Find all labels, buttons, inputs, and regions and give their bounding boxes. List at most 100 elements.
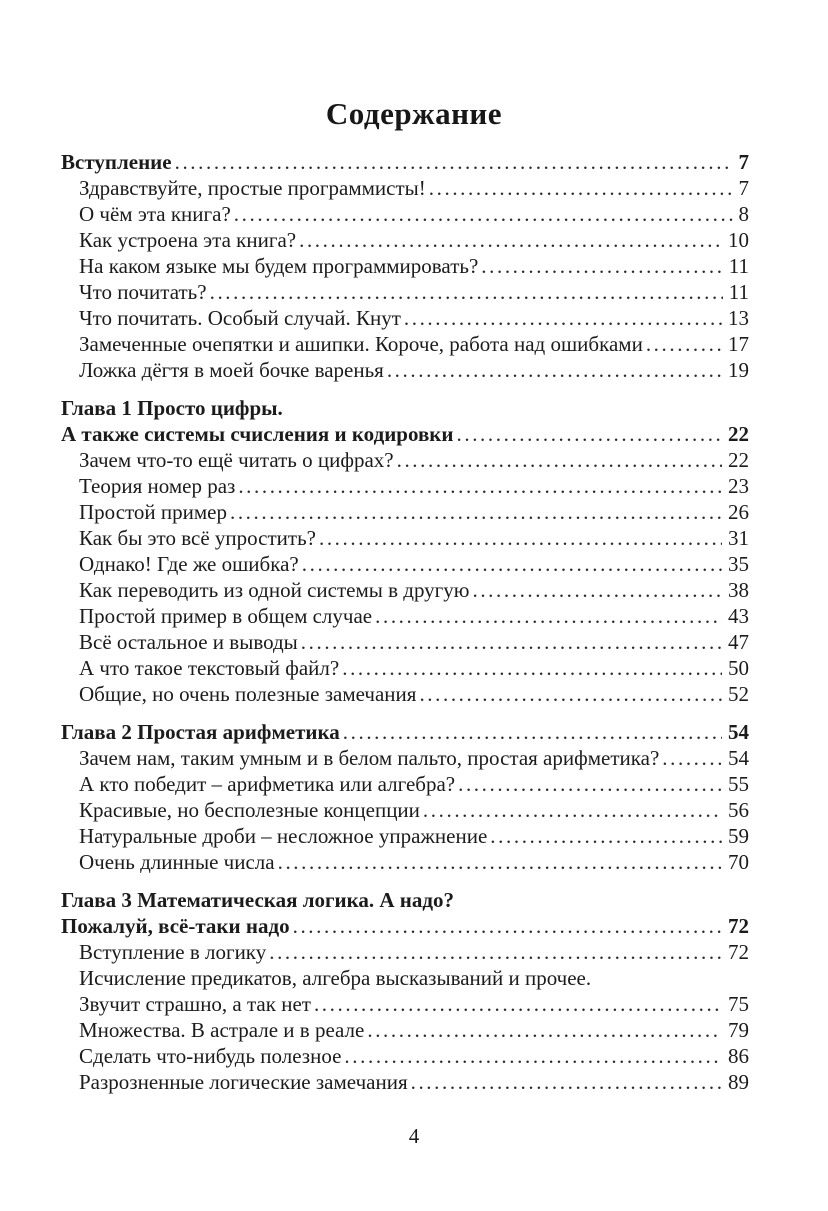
dot-leader <box>458 771 722 797</box>
toc-entry-label: Глава 1 Просто цифры. <box>61 396 283 420</box>
toc-entry-page: 38 <box>728 578 749 602</box>
toc-entry-page: 11 <box>728 254 749 278</box>
toc-entry-label: Зачем нам, таким умным и в белом пальто,… <box>79 746 660 770</box>
toc-entry: Как бы это всё упростить? 31 <box>61 525 749 551</box>
toc-entry: Зачем что-то ещё читать о цифрах? 22 <box>61 447 749 473</box>
toc-entry-label: Общие, но очень полезные замечания <box>79 682 417 706</box>
toc-entry-page: 54 <box>728 746 749 770</box>
dot-leader <box>472 577 722 603</box>
toc-section-intro: Вступление7Здравствуйте, простые програм… <box>61 149 749 383</box>
toc-entry: Разрозненные логические замечания 89 <box>61 1069 749 1095</box>
toc-entry-label: Замеченные очепятки и ашипки. Короче, ра… <box>79 332 643 356</box>
toc-entry: Глава 1 Просто цифры. <box>61 395 749 421</box>
toc-entry-label: Очень длинные числа <box>79 850 275 874</box>
toc-entry-page: 19 <box>728 358 749 382</box>
dot-leader <box>397 447 722 473</box>
toc-section-chapter-2: Глава 2 Простая арифметика 54 Зачем нам, т… <box>61 719 749 875</box>
toc-entry-label: Здравствуйте, простые программисты! <box>79 176 426 200</box>
toc-entry-label: О чём эта книга? <box>79 202 231 226</box>
toc-list: Вступление7Здравствуйте, простые програм… <box>0 149 828 1095</box>
toc-section-chapter-3: Глава 3 Математическая логика. А надо? По… <box>61 887 749 1095</box>
toc-entry-page: 7 <box>738 176 750 200</box>
toc-entry-label: Как бы это всё упростить? <box>79 526 316 550</box>
toc-entry: Простой пример в общем случае 43 <box>61 603 749 629</box>
toc-entry: Что почитать? 11 <box>61 279 749 305</box>
dot-leader <box>319 525 722 551</box>
toc-entry-label: Зачем что-то ещё читать о цифрах? <box>79 448 394 472</box>
toc-entry: Красивые, но бесполезные концепции 56 <box>61 797 749 823</box>
dot-leader <box>210 279 723 305</box>
toc-entry: А также системы счисления и кодировки 22 <box>61 421 749 447</box>
dot-leader <box>662 745 722 771</box>
dot-leader <box>490 823 722 849</box>
toc-entry: Вступление 7 <box>61 149 749 175</box>
toc-entry-label: Пожалуй, всё-таки надо <box>61 914 290 938</box>
toc-entry: А что такое текстовый файл? 50 <box>61 655 749 681</box>
toc-entry-page: 23 <box>728 474 749 498</box>
toc-entry: Вступление в логику 72 <box>61 939 749 965</box>
dot-leader <box>404 305 722 331</box>
dot-leader <box>175 149 733 175</box>
toc-entry: На каком языке мы будем программировать?… <box>61 253 749 279</box>
toc-entry-label: Как переводить из одной системы в другую <box>79 578 470 602</box>
toc-entry-label: Множества. В астрале и в реале <box>79 1018 365 1042</box>
toc-entry: Как устроена эта книга? 10 <box>61 227 749 253</box>
toc-entry-label: Ложка дёгтя в моей бочке варенья <box>79 358 384 382</box>
toc-entry-label: Звучит страшно, а так нет <box>79 992 311 1016</box>
toc-entry-page: 31 <box>728 526 749 550</box>
toc-entry-page: 35 <box>728 552 749 576</box>
dot-leader <box>646 331 722 357</box>
toc-entry-label: Простой пример в общем случае <box>79 604 373 628</box>
toc-entry-label: На каком языке мы будем программировать? <box>79 254 479 278</box>
toc-entry-label: Что почитать. Особый случай. Кнут <box>79 306 401 330</box>
toc-entry: Простой пример 26 <box>61 499 749 525</box>
toc-entry: Глава 2 Простая арифметика 54 <box>61 719 749 745</box>
toc-entry-page: 11 <box>728 280 749 304</box>
toc-entry-page: 55 <box>728 772 749 796</box>
toc-entry-page: 56 <box>728 798 749 822</box>
toc-entry-page: 72 <box>728 914 749 938</box>
toc-entry: Здравствуйте, простые программисты! 7 <box>61 175 749 201</box>
dot-leader <box>269 939 722 965</box>
dot-leader <box>387 357 722 383</box>
toc-entry: Натуральные дроби – несложное упражнение… <box>61 823 749 849</box>
toc-entry-label: Простой пример <box>79 500 227 524</box>
toc-entry: Однако! Где же ошибка? 35 <box>61 551 749 577</box>
toc-entry: Всё остальное и выводы 47 <box>61 629 749 655</box>
toc-entry-page: 7 <box>738 150 750 174</box>
toc-entry-label: Глава 2 Простая арифметика <box>61 720 340 744</box>
dot-leader <box>342 655 722 681</box>
dot-leader <box>367 1017 722 1043</box>
toc-entry-label: Разрозненные логические замечания <box>79 1070 408 1094</box>
toc-entry: Зачем нам, таким умным и в белом пальто,… <box>61 745 749 771</box>
toc-entry-page: 89 <box>728 1070 749 1094</box>
toc-entry: Сделать что-нибудь полезное 86 <box>61 1043 749 1069</box>
toc-entry-page: 22 <box>728 422 749 446</box>
page-title: Содержание <box>325 96 503 131</box>
toc-entry-label: Теория номер раз <box>79 474 236 498</box>
toc-entry-label: Исчисление предикатов, алгебра высказыва… <box>79 966 592 990</box>
toc-entry-page: 54 <box>728 720 749 744</box>
toc-entry-label: Однако! Где же ошибка? <box>79 552 299 576</box>
dot-leader <box>423 797 722 823</box>
dot-leader <box>375 603 722 629</box>
dot-leader <box>278 849 722 875</box>
toc-entry: Общие, но очень полезные замечания 52 <box>61 681 749 707</box>
toc-entry-label: Всё остальное и выводы <box>79 630 298 654</box>
toc-entry-page: 79 <box>728 1018 749 1042</box>
toc-entry-label: Как устроена эта книга? <box>79 228 297 252</box>
dot-leader <box>419 681 722 707</box>
dot-leader <box>411 1069 722 1095</box>
dot-leader <box>481 253 722 279</box>
toc-entry-label: Сделать что-нибудь полезное <box>79 1044 342 1068</box>
dot-leader <box>302 551 722 577</box>
dot-leader <box>457 421 723 447</box>
toc-entry-label: Красивые, но бесполезные концепции <box>79 798 420 822</box>
toc-entry-page: 75 <box>728 992 749 1016</box>
toc-section-chapter-1: Глава 1 Просто цифры. А также системы счи… <box>61 395 749 707</box>
toc-entry-page: 59 <box>728 824 749 848</box>
toc-entry: Звучит страшно, а так нет 75 <box>61 991 749 1017</box>
toc-entry-label: А кто победит – арифметика или алгебра? <box>79 772 456 796</box>
toc-entry-label: Вступление в логику <box>79 940 267 964</box>
toc-entry-label: Натуральные дроби – несложное упражнение <box>79 824 488 848</box>
